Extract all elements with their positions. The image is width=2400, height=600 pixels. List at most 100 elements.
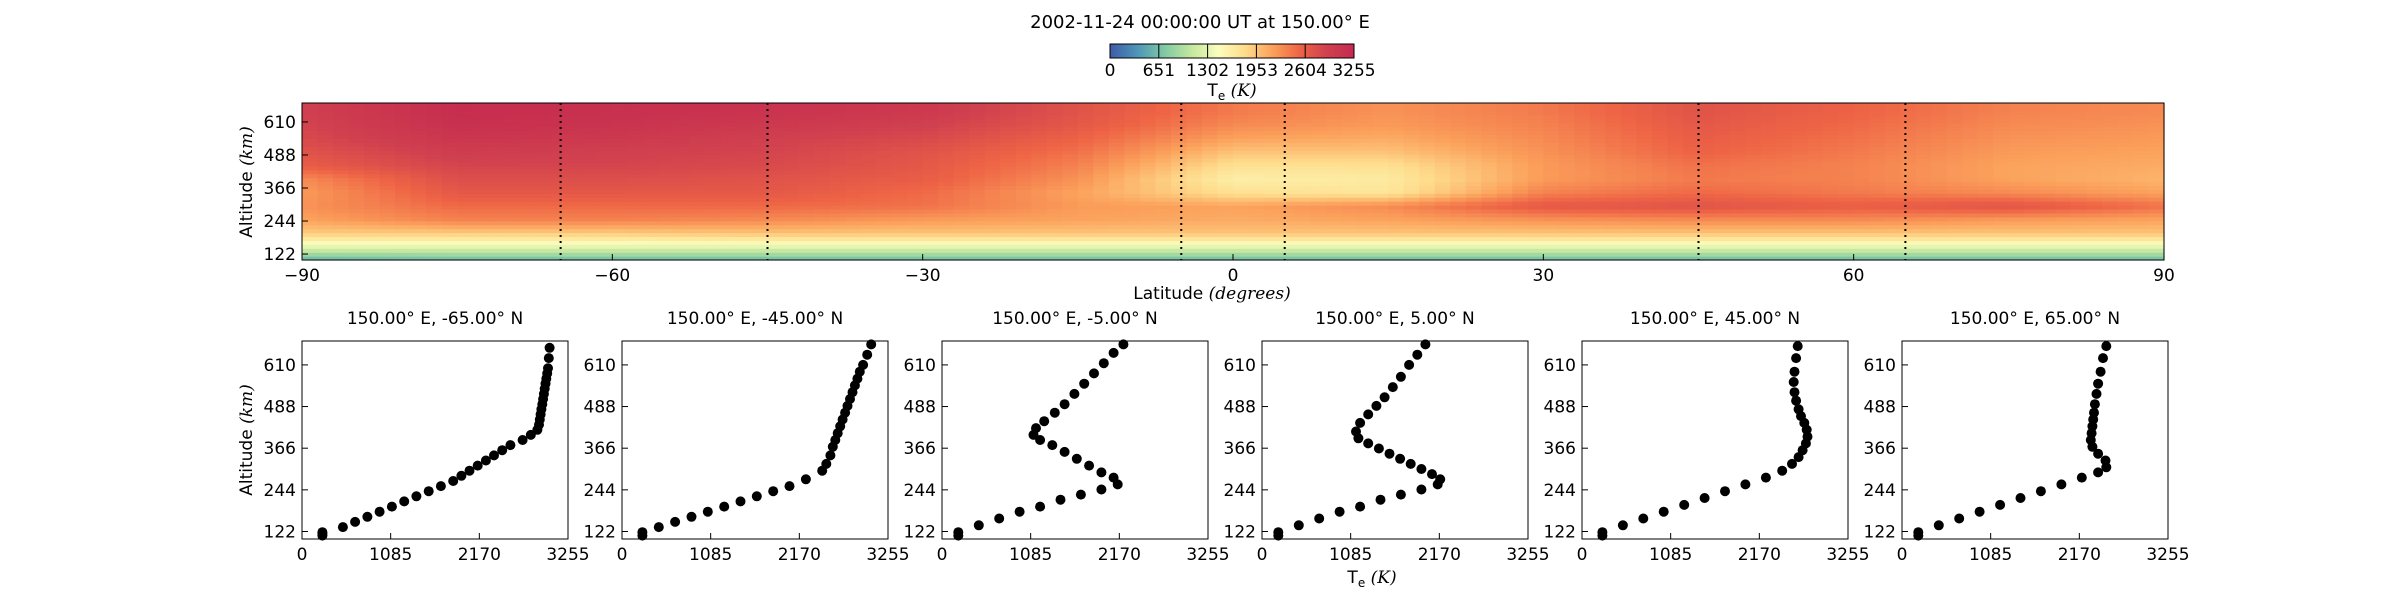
heatmap-cell xyxy=(441,205,458,210)
heatmap-cell xyxy=(1714,130,1731,135)
heatmap-cell xyxy=(1760,248,1777,253)
heatmap-cell xyxy=(1155,157,1172,163)
heatmap-cell xyxy=(1915,110,1932,116)
heatmap-cell xyxy=(689,157,707,163)
heatmap-cell xyxy=(736,130,753,135)
heatmap-cell xyxy=(922,126,939,132)
heatmap-cell xyxy=(1558,138,1575,143)
heatmap-cell xyxy=(658,126,675,132)
heatmap-cell xyxy=(379,232,396,238)
heatmap-cell xyxy=(1651,216,1669,222)
heatmap-cell xyxy=(2148,177,2165,183)
heatmap-cell xyxy=(891,146,908,151)
heatmap-cell xyxy=(1915,212,1932,218)
heatmap-cell xyxy=(364,142,381,147)
heatmap-cell xyxy=(488,161,505,167)
heatmap-cell xyxy=(333,118,350,124)
heatmap-cell xyxy=(1108,165,1125,171)
heatmap-cell xyxy=(1946,208,1963,214)
heatmap-cell xyxy=(1760,154,1777,159)
heatmap-cell xyxy=(2039,103,2056,108)
heatmap-cell xyxy=(1838,146,1855,151)
heatmap-cell xyxy=(705,216,722,222)
heatmap-cell xyxy=(1776,103,1793,108)
heatmap-cell xyxy=(751,252,769,257)
heatmap-cell xyxy=(720,165,738,171)
heatmap-cell xyxy=(1760,224,1777,230)
heatmap-cell xyxy=(1481,103,1498,108)
heatmap-cell xyxy=(1946,122,1963,128)
heatmap-cell xyxy=(1403,228,1420,234)
heatmap-cell xyxy=(1186,106,1203,112)
heatmap-cell xyxy=(1977,110,1994,116)
heatmap-cell xyxy=(410,138,427,143)
heatmap-cell xyxy=(2086,169,2103,175)
heatmap-cell xyxy=(845,193,862,198)
heatmap-cell xyxy=(2086,248,2103,253)
profile-point xyxy=(670,516,681,527)
heatmap-cell xyxy=(1124,106,1141,112)
heatmap-cell xyxy=(689,118,707,124)
heatmap-cell xyxy=(2117,161,2134,167)
heatmap-cell xyxy=(1869,197,1886,202)
heatmap-cell xyxy=(1853,216,1870,222)
heatmap-cell xyxy=(1682,220,1700,226)
heatmap-cell xyxy=(1589,134,1606,139)
heatmap-cell xyxy=(1760,126,1777,132)
heatmap-cell xyxy=(984,208,1001,214)
heatmap-cell xyxy=(1714,256,1731,261)
heatmap-cell xyxy=(550,208,567,214)
heatmap-cell xyxy=(736,103,753,108)
heatmap-cell xyxy=(674,236,691,241)
heatmap-cell xyxy=(348,228,365,234)
heatmap-cell xyxy=(1869,240,1886,245)
heatmap-cell xyxy=(1233,122,1250,128)
heatmap-cell xyxy=(395,146,412,151)
heatmap-cell xyxy=(2008,161,2025,167)
heatmap-cell xyxy=(1651,185,1669,190)
heatmap-cell xyxy=(1682,150,1700,155)
heatmap-cell xyxy=(907,208,924,214)
heatmap-cell xyxy=(1527,228,1544,234)
heatmap-cell xyxy=(472,185,489,190)
heatmap-cell xyxy=(1714,205,1731,210)
heatmap-cell xyxy=(1822,146,1839,151)
heatmap-cell xyxy=(1233,248,1250,253)
heatmap-cell xyxy=(1620,248,1638,253)
heatmap-cell xyxy=(472,134,489,139)
heatmap-cell xyxy=(302,208,319,214)
heatmap-cell xyxy=(1233,154,1250,159)
heatmap-cell xyxy=(2024,244,2041,249)
heatmap-cell xyxy=(767,228,784,234)
heatmap-cell xyxy=(1139,161,1157,167)
heatmap-cell xyxy=(674,252,691,257)
heatmap-cell xyxy=(534,161,551,167)
heatmap-cell xyxy=(953,193,970,198)
heatmap-cell xyxy=(581,244,598,249)
heatmap-cell xyxy=(1636,173,1653,179)
heatmap-cell xyxy=(1651,201,1669,206)
heatmap-cell xyxy=(860,157,877,163)
heatmap-cell xyxy=(1993,110,2010,116)
heatmap-cell xyxy=(907,157,924,163)
profile-point xyxy=(751,491,762,502)
heatmap-cell xyxy=(1729,181,1746,187)
heatmap-cell xyxy=(1124,248,1141,253)
heatmap-cell xyxy=(1900,150,1917,155)
heatmap-cell xyxy=(1419,212,1436,218)
heatmap-cell xyxy=(1822,224,1839,230)
heatmap-cell xyxy=(814,177,831,183)
heatmap-cell xyxy=(1403,252,1420,257)
heatmap-cell xyxy=(1015,134,1032,139)
heatmap-cell xyxy=(938,134,955,139)
heatmap-cell xyxy=(1838,252,1855,257)
heatmap-cell xyxy=(845,208,862,214)
heatmap-cell xyxy=(1450,134,1467,139)
heatmap-cell xyxy=(1419,114,1436,120)
heatmap-cell xyxy=(1807,228,1824,234)
heatmap-cell xyxy=(1714,103,1731,108)
heatmap-cell xyxy=(410,114,427,120)
heatmap-cell xyxy=(1046,224,1063,230)
heatmap-cell xyxy=(410,169,427,175)
heatmap-cell xyxy=(1170,146,1188,151)
